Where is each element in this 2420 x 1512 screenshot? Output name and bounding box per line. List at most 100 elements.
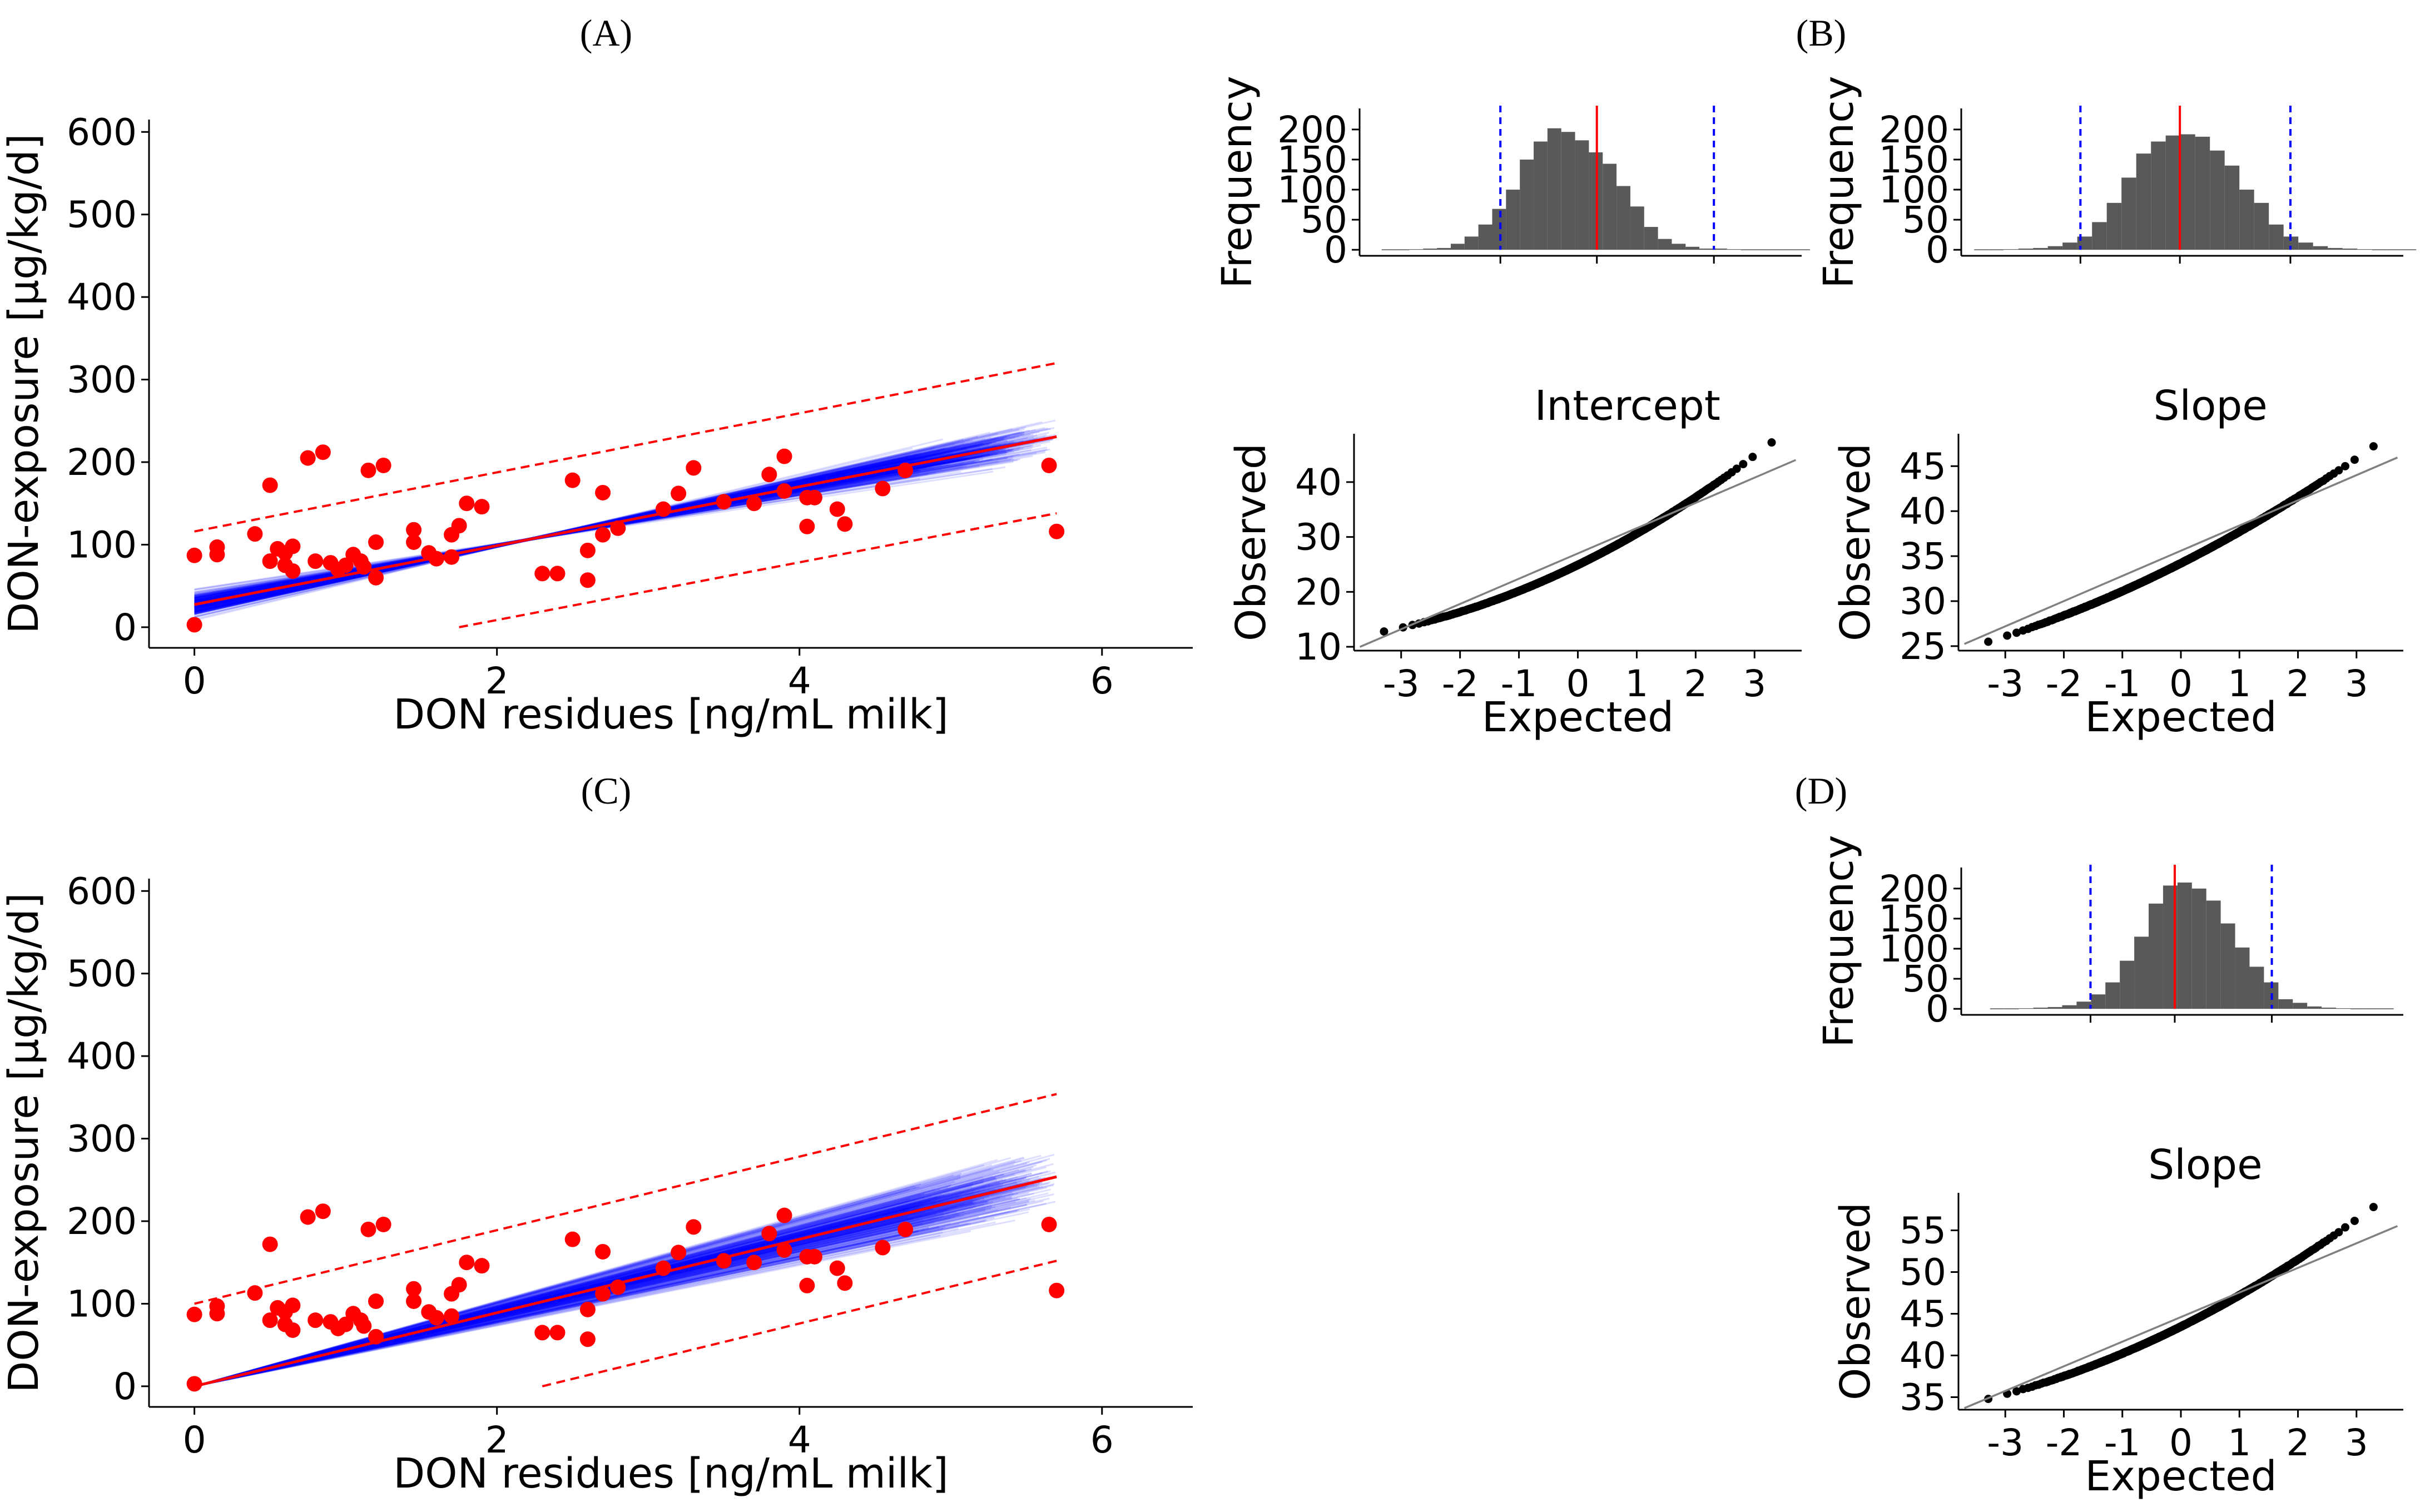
bootstrap-line	[194, 1186, 917, 1387]
histogram-bar	[1685, 246, 1700, 250]
x-tick-label: -3	[1383, 662, 1420, 705]
histogram-bar	[2047, 1007, 2062, 1009]
qq-point	[1984, 637, 1993, 646]
histogram-bar	[2191, 888, 2206, 1009]
bootstrap-line	[194, 1166, 1047, 1387]
x-tick-label: -1	[1501, 662, 1538, 705]
y-tick-label: 100	[1879, 928, 1949, 970]
bootstrap-line	[194, 1181, 955, 1387]
y-tick-label: 100	[1879, 168, 1949, 211]
x-tick-label: 4	[788, 660, 811, 702]
bootstrap-line	[194, 435, 979, 618]
bootstrap-line	[194, 1198, 916, 1387]
bootstrap-line	[194, 442, 992, 609]
histogram-bar	[2357, 249, 2372, 250]
bootstrap-line	[194, 1208, 991, 1387]
data-point	[428, 551, 444, 567]
data-point	[368, 534, 384, 550]
histogram-bar	[2136, 153, 2151, 250]
bootstrap-line	[194, 460, 999, 596]
data-point	[564, 1231, 581, 1247]
bootstrap-line	[194, 1216, 955, 1387]
histogram-bar	[1630, 206, 1644, 250]
histogram-bar	[2283, 236, 2299, 250]
data-point	[746, 495, 762, 512]
bootstrap-line	[194, 1193, 925, 1387]
qq-point	[2369, 442, 2378, 451]
bootstrap-line	[194, 1203, 984, 1387]
bootstrap-line	[194, 429, 1036, 613]
histogram-bar	[2239, 190, 2254, 250]
bootstrap-line	[194, 432, 991, 618]
bootstrap-line	[194, 1185, 951, 1387]
histogram-bar	[1575, 140, 1589, 250]
x-tick-label: 0	[2169, 662, 2193, 705]
y-tick-label: 0	[1926, 229, 1949, 271]
bootstrap-line	[194, 440, 1001, 609]
data-point	[799, 518, 815, 534]
data-point	[897, 462, 914, 478]
bootstrap-line	[194, 458, 992, 599]
bootstrap-line	[194, 1230, 919, 1387]
qq-point	[2003, 631, 2012, 640]
bootstrap-line	[194, 1174, 960, 1387]
bootstrap-line	[194, 1206, 996, 1387]
data-point	[186, 1306, 202, 1322]
x-tick-label: 3	[2345, 662, 2368, 705]
bootstrap-line	[194, 1197, 1027, 1387]
histogram-bar	[2177, 883, 2192, 1009]
qq-point	[1380, 627, 1388, 636]
lower-prediction-bound	[542, 1260, 1057, 1387]
bootstrap-line	[194, 1217, 939, 1387]
histogram-bar	[2278, 999, 2293, 1009]
y-tick-label: 30	[1295, 516, 1342, 559]
qq-points	[1984, 1203, 2378, 1404]
bootstrap-line	[194, 442, 993, 609]
x-tick-label: 2	[1684, 662, 1707, 705]
data-point	[806, 1248, 822, 1265]
bootstrap-line	[194, 1178, 998, 1387]
x-tick-label: 3	[1743, 662, 1766, 705]
bootstrap-line	[194, 427, 1049, 611]
data-point	[686, 460, 702, 476]
data-point	[655, 501, 671, 517]
bootstrap-line	[194, 1169, 1025, 1387]
histogram-bar	[1520, 159, 1534, 250]
bootstrap-line	[194, 1173, 1005, 1387]
histogram-bar	[2180, 134, 2195, 250]
bootstrap-line	[194, 433, 1031, 610]
histogram-bar	[2091, 994, 2106, 1009]
x-axis-title: Intercept	[1535, 382, 1720, 430]
bootstrap-line	[194, 1208, 1030, 1387]
x-tick-label: -1	[2104, 1421, 2141, 1464]
bootstrap-line	[194, 1216, 943, 1387]
data-point	[686, 1219, 702, 1235]
data-point	[534, 566, 551, 582]
bootstrap-line	[194, 436, 1015, 609]
bootstrap-line	[194, 428, 1013, 616]
bootstrap-line	[194, 1194, 944, 1387]
data-point	[579, 542, 596, 558]
data-point	[761, 1226, 777, 1242]
y-tick-label: 200	[1879, 108, 1949, 151]
bootstrap-line	[194, 1230, 919, 1387]
bootstrap-line	[194, 430, 1023, 613]
bootstrap-line	[194, 1178, 985, 1387]
qq-points	[1380, 438, 1776, 636]
bootstrap-line	[194, 465, 980, 595]
bootstrap-line	[194, 1211, 965, 1387]
bootstrap-fits	[194, 1153, 1056, 1387]
y-tick-label: 0	[113, 1365, 137, 1408]
bootstrap-line	[194, 1177, 961, 1387]
y-tick-label: 35	[1900, 535, 1946, 578]
data-point	[610, 1279, 626, 1295]
x-tick-label: 2	[485, 660, 509, 702]
histogram-bar	[2254, 202, 2269, 250]
data-point	[1041, 1216, 1057, 1232]
bootstrap-line	[194, 1172, 962, 1387]
y-tick-label: 300	[67, 359, 137, 401]
data-point	[262, 553, 278, 569]
